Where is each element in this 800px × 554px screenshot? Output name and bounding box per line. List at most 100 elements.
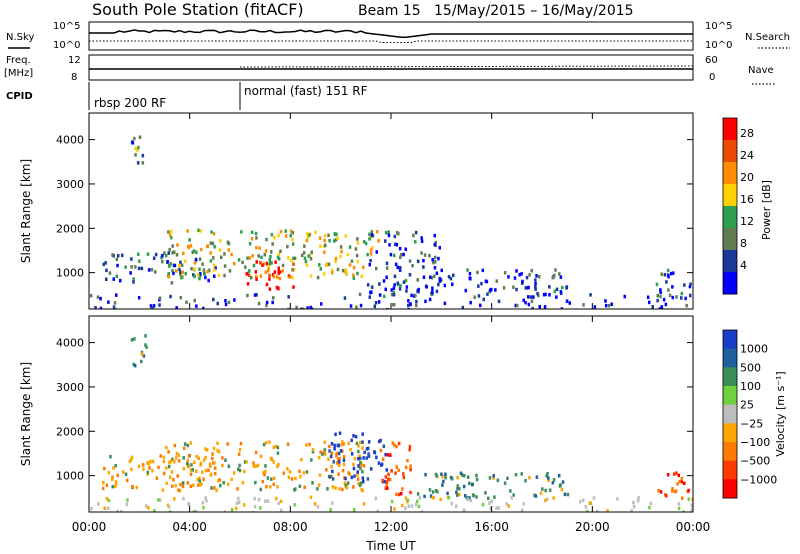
cpid-label: CPID [6, 91, 33, 102]
echo-cell [468, 276, 471, 280]
echo-cell [334, 259, 337, 264]
echo-cell [310, 458, 313, 462]
echo-cell [480, 281, 483, 286]
echo-cell [497, 506, 500, 510]
echo-cell [106, 506, 110, 510]
echo-cell [146, 461, 149, 465]
echo-cell [110, 477, 114, 482]
echo-cell [279, 499, 283, 504]
echo-cell [393, 507, 396, 511]
echo-cell [361, 440, 364, 444]
echo-cell [270, 250, 273, 254]
echo-cell [176, 243, 179, 247]
echo-cell [534, 494, 538, 498]
echo-cell [268, 440, 271, 444]
echo-cell [186, 461, 189, 466]
echo-cell [555, 287, 559, 292]
echo-cell [221, 456, 224, 460]
echo-cell [112, 305, 116, 309]
echo-cell [276, 286, 280, 290]
echo-cell [284, 229, 287, 233]
echo-cell [259, 261, 262, 265]
echo-cell [324, 243, 327, 248]
echo-cell [394, 262, 398, 267]
echo-cell [277, 266, 280, 270]
echo-cell [582, 498, 585, 503]
echo-cell [349, 304, 353, 308]
echo-cell [172, 478, 175, 482]
echo-cell [144, 343, 147, 347]
echo-cell [336, 236, 339, 240]
echo-cell [269, 255, 272, 259]
echo-cell [451, 282, 454, 287]
echo-cell [205, 448, 209, 452]
echo-cell [466, 497, 470, 502]
echo-cell [119, 278, 122, 283]
echo-cell [417, 287, 420, 292]
echo-cell [344, 268, 348, 272]
echo-cell [350, 452, 354, 456]
echo-cell [114, 482, 118, 486]
x-tick-label: 08:00 [273, 520, 308, 534]
echo-cell [359, 461, 362, 465]
echo-cell [186, 229, 189, 233]
echo-cell [269, 485, 272, 489]
echo-cell [116, 263, 119, 268]
echo-cell [270, 477, 273, 481]
echo-cell [179, 295, 183, 300]
echo-cell [212, 446, 216, 451]
echo-cell [97, 502, 100, 506]
echo-cell [677, 502, 681, 506]
echo-cell [319, 267, 322, 271]
echo-cell [362, 456, 365, 460]
echo-cell [171, 484, 174, 488]
echo-cell [184, 272, 187, 276]
echo-cell [282, 471, 285, 475]
echo-cell [325, 263, 328, 267]
echo-cell [352, 485, 355, 489]
echo-cell [263, 472, 266, 477]
echo-cell [111, 475, 114, 480]
echo-cell [377, 239, 380, 243]
echo-cell [198, 257, 202, 261]
echo-cell [132, 362, 135, 367]
echo-cell [484, 491, 487, 495]
echo-cell [329, 454, 333, 459]
echo-cell [103, 466, 106, 471]
echo-cell [254, 450, 258, 455]
echo-cell [333, 232, 336, 236]
echo-cell [390, 499, 394, 504]
y-tick-label: 1000 [56, 470, 84, 483]
echo-cell [181, 270, 184, 274]
colorbar-tick-label: −1000 [740, 473, 777, 486]
echo-cell [109, 454, 112, 459]
echo-cell [293, 268, 296, 272]
echo-cell [408, 273, 412, 277]
echo-cell [524, 286, 528, 290]
colorbar-tick-label: −100 [740, 436, 770, 449]
echo-cell [151, 468, 154, 473]
echo-cell [217, 273, 221, 278]
echo-cell [277, 268, 280, 273]
echo-cell [330, 271, 334, 275]
echo-cell [291, 275, 294, 280]
echo-cell [289, 229, 293, 233]
echo-cell [138, 259, 141, 263]
echo-cell [210, 486, 213, 490]
echo-cell [401, 503, 404, 508]
y-tick-label: 4000 [56, 134, 84, 147]
echo-cell [162, 471, 166, 476]
echo-cell [246, 256, 249, 260]
echo-cell [331, 268, 334, 273]
echo-cell [648, 505, 651, 510]
colorbar-swatch [723, 228, 737, 251]
echo-cell [535, 274, 538, 278]
freq-tick-low: 8 [71, 72, 77, 83]
echo-cell [261, 479, 264, 484]
echo-cell [134, 153, 137, 157]
echo-cell [368, 237, 371, 241]
echo-cell [130, 338, 134, 342]
echo-cell [173, 460, 176, 464]
echo-cell [551, 275, 554, 280]
echo-cell [226, 442, 229, 446]
